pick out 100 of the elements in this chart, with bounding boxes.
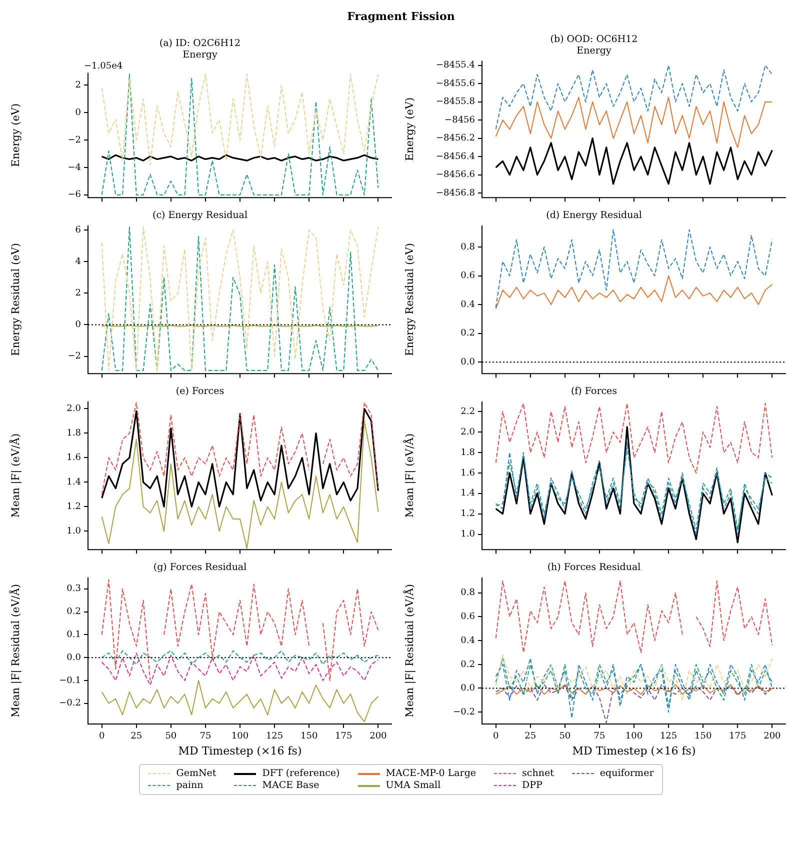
y-tick-label: 0.2 bbox=[66, 607, 81, 618]
line-series bbox=[495, 64, 773, 130]
x-tick-label: 25 bbox=[130, 732, 142, 742]
y-tick-label: 0.1 bbox=[66, 630, 81, 640]
chart-title: (d) Energy Residual bbox=[546, 210, 642, 222]
y-tick-label: 0.8 bbox=[460, 588, 476, 598]
y-tick-label: −2 bbox=[68, 135, 81, 146]
y-axis-title: Energy (eV) bbox=[404, 97, 416, 162]
legend-label: MACE-MP-0 Large bbox=[386, 768, 476, 779]
line-series bbox=[101, 650, 379, 665]
y-tick-label: −8455.6 bbox=[436, 78, 476, 89]
y-tick-label: 0.2 bbox=[460, 328, 475, 339]
line-series bbox=[495, 658, 773, 719]
y-tick-label: 0.2 bbox=[460, 660, 475, 670]
y-tick-label: 1.6 bbox=[66, 453, 82, 464]
y-tick-label: 0.0 bbox=[66, 652, 82, 663]
y-tick-label: 2 bbox=[75, 288, 81, 299]
y-tick-label: 1.2 bbox=[66, 502, 81, 512]
chart-subtitle: Energy bbox=[576, 46, 612, 57]
legend-label: GemNet bbox=[176, 768, 216, 779]
y-tick-label: 2.0 bbox=[66, 404, 82, 414]
y-tick-label: 0.0 bbox=[460, 684, 476, 694]
y-tick-label: −2 bbox=[68, 352, 81, 362]
y-tick-label: 1.6 bbox=[460, 468, 476, 478]
y-axis-title: Mean |F| (eV/Å) bbox=[403, 433, 416, 518]
x-tick-label: 200 bbox=[764, 732, 782, 742]
legend-label: DFT (reference) bbox=[262, 768, 340, 779]
y-tick-label: −4 bbox=[68, 162, 82, 173]
chart-title: (f) Forces bbox=[570, 386, 618, 398]
chart-title: (b) OOD: OC6H12 bbox=[550, 34, 638, 46]
x-tick-label: 125 bbox=[266, 732, 284, 742]
y-tick-label: 1.2 bbox=[460, 509, 475, 520]
y-axis-title: Mean |F| (eV/Å) bbox=[9, 433, 22, 518]
y-tick-label: −0.2 bbox=[453, 707, 475, 718]
chart-subtitle: Energy bbox=[182, 50, 218, 61]
y-tick-label: 1.0 bbox=[460, 530, 476, 540]
y-tick-label: 0.6 bbox=[460, 612, 476, 622]
y-tick-label: 1.0 bbox=[66, 526, 82, 537]
y-tick-label: 1.4 bbox=[460, 488, 476, 499]
x-tick-label: 175 bbox=[729, 732, 746, 742]
text: Fragment Fission bbox=[346, 9, 456, 25]
y-axis-title: Mean |F| Residual (eV/Å) bbox=[9, 584, 22, 718]
y-tick-label: 1.4 bbox=[66, 478, 82, 488]
line-series bbox=[495, 402, 773, 474]
y-tick-label: −8456.6 bbox=[436, 170, 476, 180]
legend-label: schnet bbox=[522, 768, 554, 779]
x-tick-label: 175 bbox=[335, 732, 352, 742]
y-tick-label: 0 bbox=[75, 108, 82, 118]
line-series bbox=[101, 226, 379, 371]
legend-label: equiformer bbox=[600, 768, 654, 779]
y-axis-title: Energy Residual (eV) bbox=[10, 243, 22, 356]
y-tick-label: 2 bbox=[75, 80, 81, 90]
line-series bbox=[495, 229, 773, 308]
x-tick-label: 0 bbox=[492, 732, 499, 742]
legend-label: DPP bbox=[522, 780, 542, 791]
x-tick-label: 75 bbox=[594, 732, 606, 742]
y-tick-label: 0.4 bbox=[460, 300, 476, 310]
y-tick-label: 0.3 bbox=[66, 584, 82, 594]
legend-label: painn bbox=[176, 780, 204, 791]
y-tick-label: 2.0 bbox=[460, 427, 476, 438]
y-axis-title: Mean |F| Residual (eV/Å) bbox=[403, 584, 416, 718]
y-tick-label: −8455.4 bbox=[436, 60, 476, 71]
y-tick-label: −8455.8 bbox=[436, 97, 476, 108]
line-series bbox=[101, 652, 379, 686]
x-tick-label: 100 bbox=[231, 732, 249, 742]
y-tick-label: 1.8 bbox=[460, 448, 476, 458]
x-tick-label: 50 bbox=[559, 732, 571, 742]
chart-title: (h) Forces Residual bbox=[547, 562, 641, 574]
x-tick-label: 75 bbox=[200, 732, 212, 742]
x-tick-label: 100 bbox=[625, 732, 643, 742]
line-series bbox=[495, 684, 773, 724]
chart-title: (g) Forces Residual bbox=[153, 562, 247, 574]
y-tick-label: −6 bbox=[68, 190, 82, 200]
x-tick-label: 150 bbox=[300, 732, 318, 742]
chart-title: (a) ID: O2C6H12 bbox=[159, 38, 241, 50]
y-tick-label: −8456.4 bbox=[436, 152, 476, 162]
y-tick-label: 1.8 bbox=[66, 428, 82, 439]
y-tick-label: −0.1 bbox=[59, 676, 81, 686]
y-tick-label: 0.4 bbox=[460, 636, 476, 646]
y-tick-label: 0.8 bbox=[460, 242, 476, 252]
y-tick-label: 0 bbox=[75, 320, 82, 330]
y-tick-label: −8456.8 bbox=[436, 188, 476, 198]
line-series bbox=[101, 74, 379, 166]
line-series bbox=[495, 658, 773, 707]
y-tick-label: 4 bbox=[75, 257, 82, 268]
y-tick-label: −0.2 bbox=[59, 698, 81, 709]
y-axis-title: Energy (eV) bbox=[10, 103, 22, 168]
legend-label: UMA Small bbox=[386, 780, 441, 791]
x-axis-title: MD Timestep (×16 fs) bbox=[572, 744, 696, 758]
x-tick-label: 200 bbox=[370, 732, 388, 742]
x-tick-label: 0 bbox=[98, 732, 105, 742]
x-tick-label: 25 bbox=[524, 732, 536, 742]
legend-label: MACE Base bbox=[262, 780, 320, 791]
text: −1.05e4 bbox=[84, 62, 123, 72]
chart-title: (c) Energy Residual bbox=[152, 210, 248, 222]
y-tick-label: 0.6 bbox=[460, 271, 476, 282]
x-tick-label: 50 bbox=[165, 732, 177, 742]
y-tick-label: 2.2 bbox=[460, 406, 475, 417]
y-tick-label: −8456 bbox=[444, 115, 476, 126]
x-tick-label: 150 bbox=[694, 732, 712, 742]
